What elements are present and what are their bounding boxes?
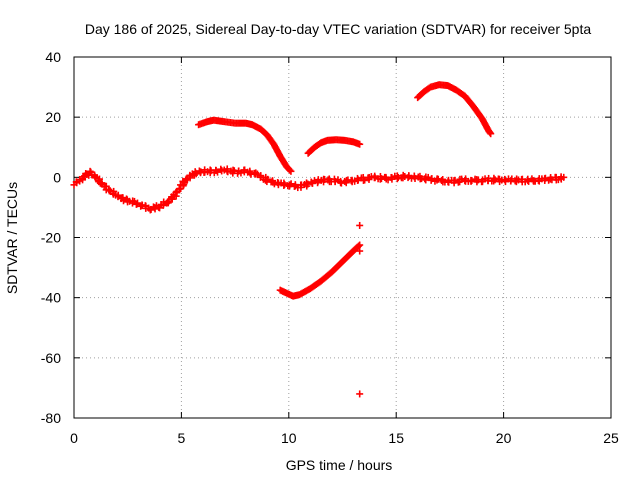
data-point-baseline xyxy=(134,199,142,207)
data-point-arc-positive-3 xyxy=(487,130,495,138)
x-tick-labels: 0 5 10 15 20 25 xyxy=(70,430,619,446)
y-tick-label: 20 xyxy=(45,109,61,125)
data-point-baseline xyxy=(173,189,181,197)
y-axis-label: SDTVAR / TECUs xyxy=(4,182,20,294)
data-marks xyxy=(70,81,568,398)
data-point-baseline xyxy=(105,185,113,193)
x-axis-label: GPS time / hours xyxy=(286,457,393,473)
chart-title: Day 186 of 2025, Sidereal Day-to-day VTE… xyxy=(85,21,592,37)
data-point-arc-negative xyxy=(356,241,364,249)
data-point-arc-positive-2 xyxy=(356,140,364,148)
y-tick-labels: 40 20 0 -20 -40 -60 -80 xyxy=(41,49,61,426)
x-tick-label: 25 xyxy=(603,430,619,446)
data-point-baseline xyxy=(98,179,106,187)
data-point-arc-negative xyxy=(355,242,363,250)
x-tick-label: 5 xyxy=(178,430,186,446)
y-tick-label: -60 xyxy=(41,350,61,366)
data-point-baseline xyxy=(490,177,498,185)
data-point-outliers xyxy=(356,390,364,398)
data-point-baseline xyxy=(307,178,315,186)
axis-ticks xyxy=(73,56,612,419)
data-point-baseline xyxy=(560,173,568,181)
data-point-outliers xyxy=(356,221,364,229)
x-tick-label: 10 xyxy=(281,430,297,446)
y-tick-label: -20 xyxy=(41,230,61,246)
data-point-baseline xyxy=(468,176,476,184)
data-point-outliers xyxy=(356,247,364,255)
data-point-baseline xyxy=(86,167,94,175)
data-point-arc-positive-1 xyxy=(286,166,294,174)
y-tick-label: 40 xyxy=(45,49,61,65)
data-point-arc-positive-1 xyxy=(287,167,295,175)
x-tick-label: 15 xyxy=(388,430,404,446)
x-tick-label: 0 xyxy=(70,430,78,446)
grid-lines xyxy=(74,57,611,418)
y-tick-label: -80 xyxy=(41,410,61,426)
data-point-baseline xyxy=(438,177,446,185)
y-tick-label: -40 xyxy=(41,290,61,306)
x-tick-label: 20 xyxy=(496,430,512,446)
y-tick-label: 0 xyxy=(53,169,61,185)
